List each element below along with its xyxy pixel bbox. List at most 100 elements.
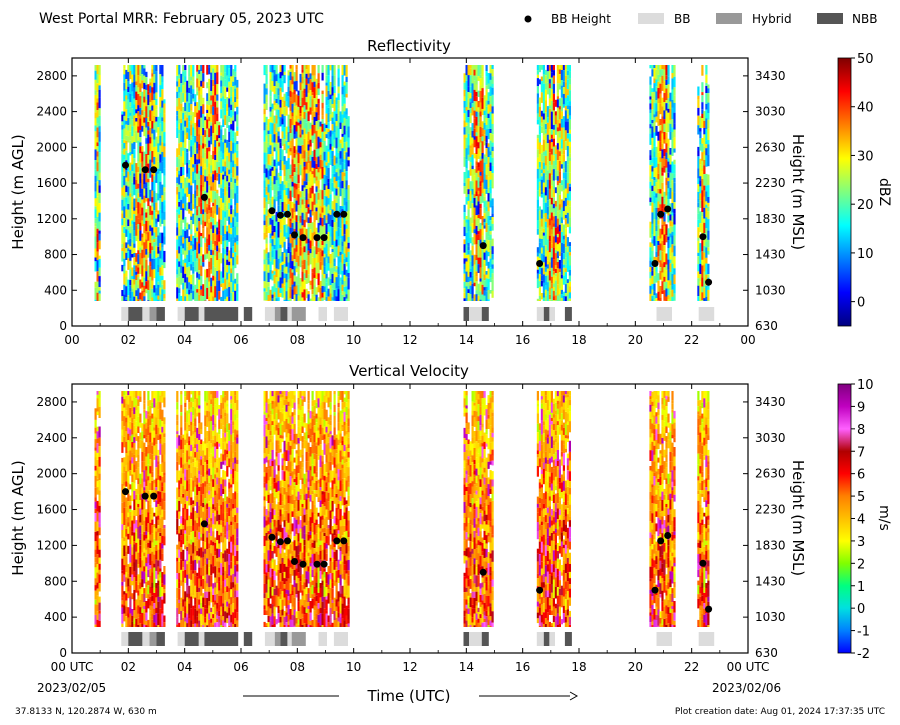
- heatmap-cell: [178, 288, 181, 294]
- heatmap-cell: [96, 271, 99, 282]
- heatmap-cell: [345, 240, 348, 247]
- heatmap-cell: [323, 291, 326, 300]
- heatmap-cell: [123, 407, 126, 417]
- heatmap-cell: [651, 166, 654, 172]
- heatmap-cell: [311, 92, 314, 96]
- heatmap-cell: [655, 125, 658, 136]
- heatmap-cell: [220, 125, 223, 130]
- heatmap-cell: [149, 82, 152, 86]
- heatmap-cell: [305, 189, 308, 200]
- heatmap-cell: [125, 616, 128, 627]
- heatmap-cell: [271, 250, 274, 258]
- heatmap-cell: [265, 227, 268, 235]
- heatmap-cell: [301, 218, 304, 226]
- heatmap-cell: [671, 180, 674, 192]
- heatmap-cell: [121, 530, 124, 539]
- heatmap-cell: [491, 83, 494, 88]
- heatmap-cell: [291, 208, 294, 219]
- heatmap-cell: [230, 273, 233, 283]
- heatmap-cell: [546, 71, 549, 79]
- heatmap-cell: [669, 237, 672, 248]
- heatmap-cell: [143, 593, 146, 603]
- heatmap-cell: [96, 92, 99, 99]
- heatmap-cell: [269, 122, 272, 135]
- heatmap-cell: [194, 238, 197, 250]
- heatmap-cell: [153, 191, 156, 203]
- heatmap-cell: [299, 90, 302, 102]
- heatmap-cell: [699, 128, 702, 132]
- heatmap-cell: [347, 210, 350, 220]
- bb-height-point: [313, 234, 321, 242]
- heatmap-cell: [477, 190, 480, 195]
- heatmap-cell: [673, 95, 676, 103]
- heatmap-cell: [210, 91, 213, 96]
- heatmap-cell: [200, 155, 203, 167]
- heatmap-cell: [659, 162, 662, 167]
- heatmap-cell: [271, 151, 274, 157]
- heatmap-cell: [131, 276, 134, 280]
- heatmap-cell: [655, 225, 658, 231]
- heatmap-cell: [649, 96, 652, 100]
- heatmap-cell: [307, 207, 310, 214]
- heatmap-cell: [319, 138, 322, 143]
- heatmap-cell: [562, 264, 565, 268]
- heatmap-cell: [335, 104, 338, 114]
- heatmap-cell: [147, 240, 150, 252]
- heatmap-cell: [289, 100, 292, 111]
- heatmap-cell: [133, 104, 136, 116]
- heatmap-cell: [287, 237, 290, 243]
- heatmap-cell: [323, 286, 326, 292]
- heatmap-cell: [319, 154, 322, 160]
- heatmap-cell: [562, 267, 565, 276]
- heatmap-cell: [188, 275, 191, 283]
- heatmap-cell: [307, 140, 310, 145]
- heatmap-cell: [121, 199, 124, 207]
- heatmap-cell: [137, 161, 140, 167]
- heatmap-cell: [98, 267, 101, 276]
- heatmap-cell: [564, 279, 567, 284]
- heatmap-cell: [550, 134, 553, 139]
- heatmap-cell: [669, 256, 672, 260]
- heatmap-cell: [341, 291, 344, 295]
- heatmap-cell: [135, 559, 138, 567]
- heatmap-cell: [479, 186, 482, 197]
- heatmap-cell: [315, 294, 318, 301]
- heatmap-cell: [153, 202, 156, 211]
- heatmap-cell: [301, 107, 304, 118]
- heatmap-cell: [491, 173, 494, 180]
- heatmap-cell: [705, 228, 708, 234]
- heatmap-cell: [127, 110, 130, 118]
- heatmap-cell: [473, 282, 476, 287]
- heatmap-cell: [467, 194, 470, 201]
- heatmap-cell: [94, 79, 97, 91]
- heatmap-cell: [159, 171, 162, 182]
- heatmap-cell: [465, 168, 468, 179]
- heatmap-cell: [473, 139, 476, 148]
- heatmap-cell: [178, 78, 181, 87]
- heatmap-cell: [125, 109, 128, 121]
- heatmap-cell: [331, 300, 334, 301]
- heatmap-cell: [141, 440, 144, 453]
- heatmap-cell: [147, 122, 150, 127]
- heatmap-cell: [667, 138, 670, 147]
- heatmap-cell: [701, 190, 704, 202]
- heatmap-cell: [212, 150, 215, 160]
- heatmap-cell: [554, 280, 557, 292]
- heatmap-cell: [176, 171, 179, 178]
- heatmap-cell: [325, 278, 328, 283]
- heatmap-cell: [265, 260, 268, 271]
- heatmap-cell: [131, 220, 134, 225]
- heatmap-cell: [202, 65, 205, 74]
- heatmap-cell: [224, 166, 227, 172]
- heatmap-cell: [481, 153, 484, 159]
- heatmap-cell: [568, 217, 571, 227]
- heatmap-cell: [121, 218, 124, 226]
- heatmap-cell: [536, 134, 539, 139]
- heatmap-cell: [544, 175, 547, 188]
- heatmap-cell: [96, 205, 99, 214]
- heatmap-cell: [184, 282, 187, 287]
- heatmap-cell: [123, 507, 126, 516]
- heatmap-cell: [335, 195, 338, 203]
- heatmap-cell: [475, 294, 478, 301]
- heatmap-cell: [178, 97, 181, 110]
